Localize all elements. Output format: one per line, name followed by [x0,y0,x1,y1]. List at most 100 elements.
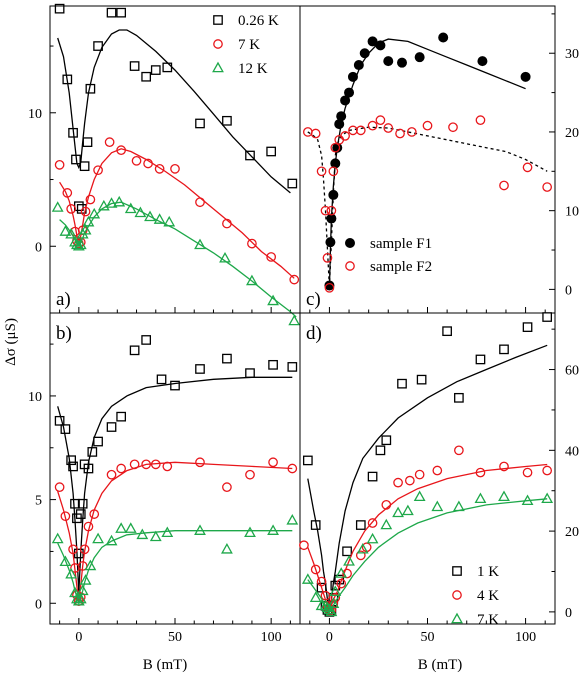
y-tick-label: 0 [35,240,42,255]
data-point-0.26-K [66,455,77,466]
data-point-7-K [319,599,332,611]
data-point-12-K [194,524,206,535]
data-point-sample-F1 [340,95,351,106]
data-point-7-K [150,459,161,470]
data-point-1-K [342,546,352,557]
data-point-12-K [161,526,174,538]
data-point-0.26-K [287,178,298,189]
data-point-12-K [149,530,162,542]
data-point-4-K [404,475,415,486]
data-point-1-K [302,455,313,466]
data-point-sample-F2 [316,166,327,177]
x-tick-label: 0 [75,630,82,645]
data-point-12-K [76,584,89,596]
data-point-7-K [541,492,554,504]
data-point-7-K [452,500,465,512]
data-point-12-K [92,532,104,544]
data-point-12-K [105,534,118,546]
data-point-0.26-K [82,137,93,147]
y-tick-label: 0 [565,606,572,621]
data-point-4-K [542,465,553,476]
y-tick-label: 10 [28,107,42,122]
data-point-4-K [454,445,464,456]
panel-d: 0 20 40 60 0 50 100 d) 1 K 4 K 7 K [299,312,579,645]
data-point-7-K [79,544,90,555]
data-point-0.26-K [73,548,84,559]
panel-label: c) [306,289,321,310]
data-point-sample-F2 [322,253,333,263]
data-point-7-K [268,457,278,468]
data-point-12-K [65,227,78,239]
data-point-7-K [521,494,534,506]
data-point-sample-F1 [353,60,364,71]
data-point-0.26-K [141,335,152,345]
x-tick-label: 50 [168,630,182,645]
data-point-1-K [454,392,464,403]
data-point-7-K [329,585,342,596]
data-point-sample-F1 [347,71,358,82]
data-point-7-K [83,521,94,532]
data-point-7-K [309,591,322,602]
data-point-1-K [367,471,378,482]
data-point-sample-F1 [414,52,425,63]
data-point-0.26-K [116,7,127,18]
data-point-0.26-K [70,498,80,509]
data-point-1-K [310,520,321,530]
data-point-0.26-K [75,509,86,519]
data-point-12-K [288,314,301,326]
y-tick-label: 20 [565,126,579,141]
legend-marker [212,61,224,73]
legend-label: 0.26 K [238,13,279,29]
data-point-1-K [475,354,486,365]
data-point-12-K [134,206,147,218]
legend-marker [452,590,462,600]
data-point-12-K [59,225,72,236]
data-point-0.26-K [245,368,255,378]
data-point-7-K [60,511,71,522]
data-point-4-K [414,469,425,480]
data-point-12-K [163,215,176,227]
x-axis-label-left: B (mT) [143,657,188,673]
data-point-4-K [499,461,509,472]
data-point-sample-F1 [520,71,531,82]
data-point-12-K [124,522,137,533]
data-point-7-K [129,459,140,470]
data-point-4-K [475,467,486,478]
data-point-0.26-K [93,41,103,51]
data-point-7-K [131,155,142,166]
data-point-0.26-K [106,7,117,18]
panel-c: 0 10 20 30 c) sample F1 sample F2 [299,5,579,314]
data-point-0.26-K [141,71,152,82]
data-point-0.26-K [162,62,173,73]
legend-label: 4 K [477,588,499,604]
data-point-0.26-K [195,364,205,374]
data-point-0.26-K [85,83,96,94]
data-point-12-K [65,567,78,579]
data-point-sample-F2 [448,122,458,133]
data-point-12-K [221,543,233,554]
data-point-sample-F1 [477,56,488,67]
y-tick-label: 20 [565,525,579,540]
data-point-7-K [222,482,232,493]
data-point-12-K [51,532,64,544]
data-point-7-K [93,165,103,176]
data-point-0.26-K [156,374,167,385]
legend-label: 7 K [238,37,260,53]
data-point-12-K [113,195,126,207]
data-point-7-K [245,469,255,480]
data-point-sample-F1 [375,40,386,51]
data-point-12-K [115,522,128,533]
data-point-12-K [84,559,97,571]
data-point-sample-F2 [475,115,486,125]
data-point-7-K [104,137,115,147]
data-point-7-K [366,532,379,544]
data-point-1-K [442,326,452,337]
x-tick-label: 50 [421,630,435,645]
legend-marker [213,39,223,49]
data-point-7-K [85,194,96,205]
data-point-7-K [162,461,173,472]
data-point-7-K [323,603,336,615]
fit-line-4-K [307,463,548,615]
data-point-sample-F2 [330,142,341,153]
